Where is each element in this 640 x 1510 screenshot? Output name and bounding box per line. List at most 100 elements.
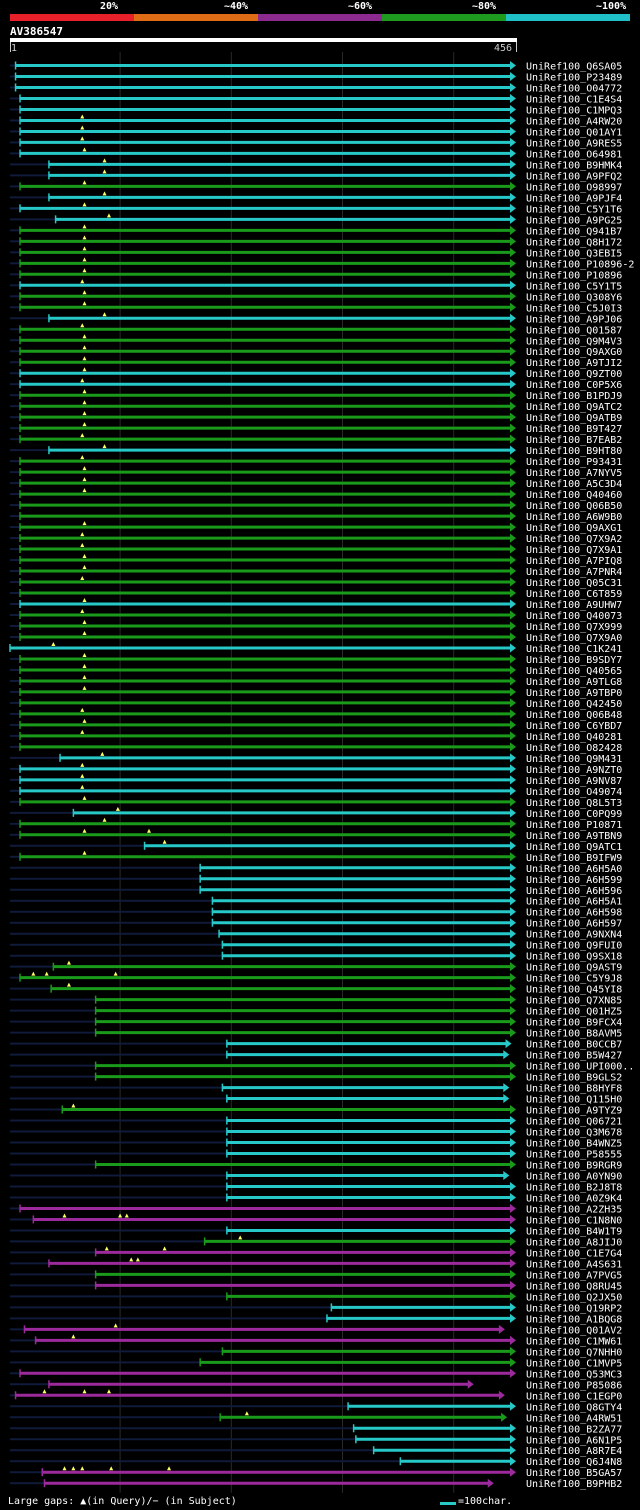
hit-row: UniRef100_A6H5A0 (10, 863, 622, 875)
hit-label: UniRef100_Q05C31 (526, 578, 622, 589)
hit-end-arrow (510, 698, 516, 708)
hit-row: UniRef100_C1E7G4 (10, 1246, 622, 1259)
query-gap-marker (82, 400, 87, 405)
hit-label: UniRef100_Q9AST9 (526, 963, 622, 974)
hit-row: UniRef100_Q06B48 (10, 707, 622, 721)
query-gap-marker (102, 817, 107, 822)
hit-end-arrow (510, 1368, 516, 1378)
hit-end-arrow (510, 236, 516, 246)
hit-label: UniRef100_O64981 (526, 149, 622, 160)
hit-end-arrow (510, 1149, 516, 1159)
hit-row: UniRef100_Q3EBI5 (10, 246, 622, 259)
hit-row: UniRef100_A9NXN4 (10, 929, 622, 941)
hit-row: UniRef100_A9NV87 (10, 773, 622, 787)
hit-row: UniRef100_Q6J4N8 (10, 1456, 622, 1468)
hit-end-arrow (510, 929, 516, 939)
hit-end-arrow (510, 874, 516, 884)
hit-label: UniRef100_C0P5X6 (526, 380, 622, 391)
hit-end-arrow (510, 1291, 516, 1301)
hit-label: UniRef100_Q53MC3 (526, 1369, 622, 1380)
hit-label: UniRef100_Q01AY1 (526, 127, 622, 138)
hit-label: UniRef100_Q40565 (526, 666, 622, 677)
hit-row: UniRef100_B4WNZ5 (10, 1138, 622, 1150)
hit-end-arrow (510, 995, 516, 1005)
query-gap-marker (115, 806, 120, 811)
hit-row: UniRef100_O82428 (10, 742, 622, 754)
hit-end-arrow (510, 907, 516, 917)
query-gap-marker (66, 982, 71, 987)
hit-end-arrow (510, 588, 516, 598)
query-gap-marker (104, 1246, 109, 1251)
query-gap-marker (82, 521, 87, 526)
hit-end-arrow (510, 214, 516, 224)
hit-row: UniRef100_Q9ATB9 (10, 411, 622, 424)
hit-label: UniRef100_Q9M431 (526, 754, 622, 765)
hit-row: UniRef100_Q7X9A2 (10, 532, 622, 545)
query-gap-marker (62, 1213, 67, 1218)
hit-end-arrow (510, 665, 516, 675)
hit-end-arrow (510, 302, 516, 312)
hit-row: UniRef100_A9PJF4 (10, 191, 622, 204)
hit-end-arrow (510, 1434, 516, 1444)
query-gap-marker (238, 1235, 243, 1240)
hit-label: UniRef100_P58555 (526, 1150, 622, 1161)
query-gap-marker (82, 619, 87, 624)
hit-end-arrow (510, 258, 516, 268)
hit-row: UniRef100_Q9FUI0 (10, 940, 622, 952)
hit-end-arrow (510, 764, 516, 774)
hit-end-arrow (510, 742, 516, 752)
hit-row: UniRef100_B9SDY7 (10, 652, 622, 666)
hit-label: UniRef100_Q7NHH0 (526, 1347, 622, 1358)
hit-label: UniRef100_Q2JX50 (526, 1292, 622, 1303)
hit-row: UniRef100_A6H596 (10, 885, 622, 897)
hit-end-arrow (510, 1467, 516, 1477)
hit-label: UniRef100_B0CCB7 (526, 1040, 622, 1051)
hit-row: UniRef100_C6T859 (10, 588, 622, 600)
hit-row: UniRef100_P10896-2 (10, 257, 634, 270)
query-gap-marker (82, 674, 87, 679)
hit-row: UniRef100_B9RGR9 (10, 1160, 622, 1172)
hit-end-arrow (510, 1225, 516, 1235)
hit-end-arrow (510, 1423, 516, 1433)
hit-label: UniRef100_B9HMK4 (526, 160, 622, 171)
hit-end-arrow (510, 962, 516, 972)
hit-end-arrow (510, 918, 516, 928)
hit-label: UniRef100_A9TBN9 (526, 831, 622, 842)
hit-row: UniRef100_C1EGP0 (10, 1389, 622, 1402)
hit-label: UniRef100_B9PHB2 (526, 1479, 622, 1490)
hit-row: UniRef100_A5C3D4 (10, 477, 622, 490)
hit-end-arrow (510, 225, 516, 235)
hit-label: UniRef100_P10896-2 (526, 259, 634, 270)
hit-row: UniRef100_Q9AXG0 (10, 345, 622, 358)
query-gap-marker (31, 971, 36, 976)
hit-end-arrow (510, 115, 516, 125)
hit-end-arrow (510, 863, 516, 873)
hit-label: UniRef100_A6N1P5 (526, 1435, 622, 1446)
query-gap-marker (102, 444, 107, 449)
hit-end-arrow (510, 368, 516, 378)
query-gap-marker (82, 565, 87, 570)
hit-end-arrow (510, 1116, 516, 1126)
hit-end-arrow (510, 181, 516, 191)
legend-swatch-2 (134, 14, 258, 21)
hit-label: UniRef100_A9UHW7 (526, 600, 622, 611)
hit-row: UniRef100_C1N8N0 (10, 1213, 622, 1226)
hit-end-arrow (510, 291, 516, 301)
hit-label: UniRef100_C5J0I3 (526, 303, 622, 314)
hit-label: UniRef100_Q45YI8 (526, 985, 622, 996)
query-gap-marker (82, 246, 87, 251)
hit-end-arrow (510, 610, 516, 620)
hit-end-arrow (510, 500, 516, 510)
hit-label: UniRef100_A1BQG8 (526, 1314, 622, 1325)
hit-label: UniRef100_Q9ATC1 (526, 842, 622, 853)
hit-row: UniRef100_B9T427 (10, 422, 622, 435)
hit-row: UniRef100_C5Y1T6 (10, 202, 622, 215)
query-gap-marker (167, 1466, 172, 1471)
query-gap-marker (102, 169, 107, 174)
hit-label: UniRef100_A4RW20 (526, 116, 622, 127)
hit-label: UniRef100_C1MW61 (526, 1336, 622, 1347)
query-gap-marker (162, 839, 167, 844)
hit-end-arrow (510, 71, 516, 81)
hit-label: UniRef100_O98997 (526, 182, 622, 193)
query-gap-marker (82, 422, 87, 427)
